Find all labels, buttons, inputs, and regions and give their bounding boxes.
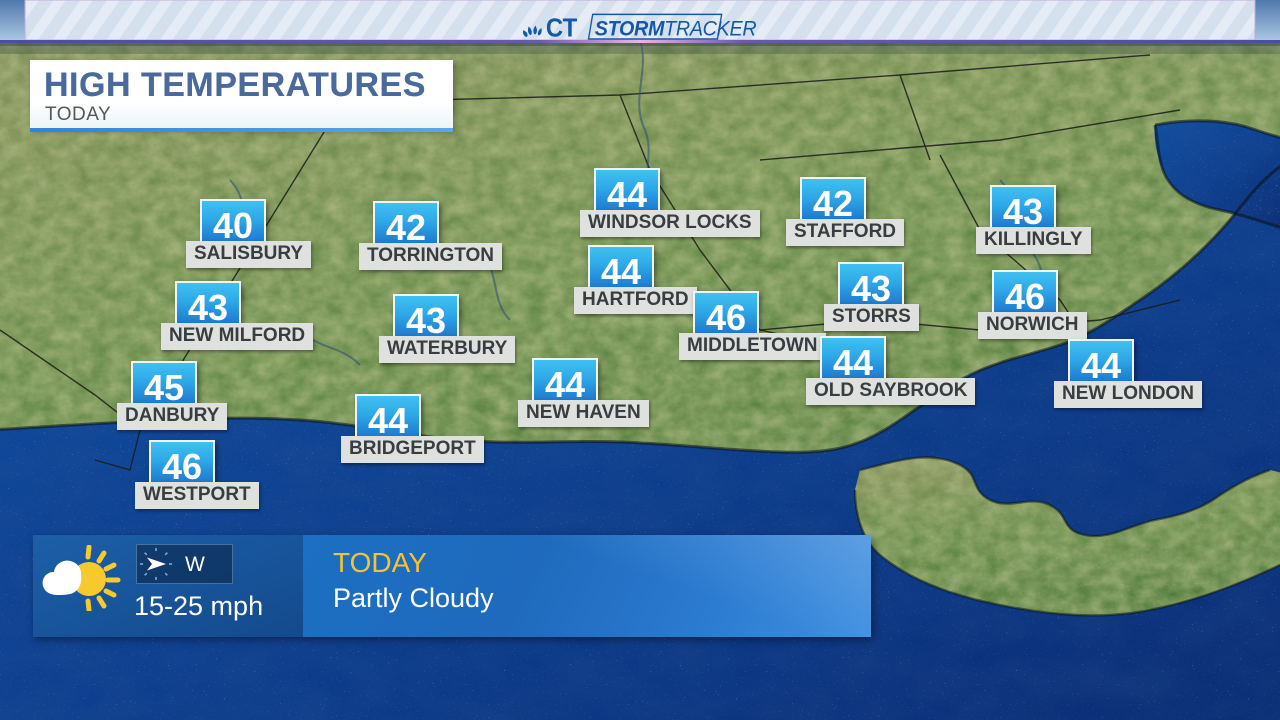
- svg-text:CT: CT: [546, 15, 577, 43]
- svg-text:STORMTRACKER: STORMTRACKER: [595, 17, 757, 41]
- svg-text:W: W: [185, 553, 205, 576]
